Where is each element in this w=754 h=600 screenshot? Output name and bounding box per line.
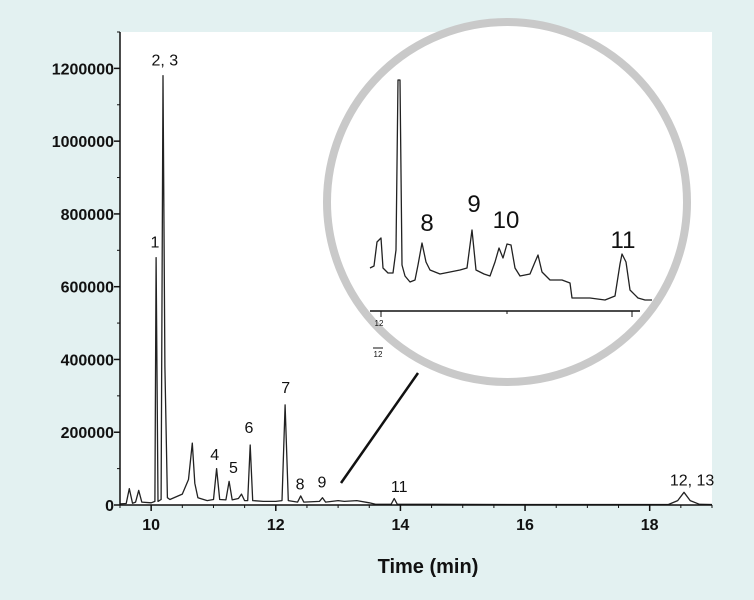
- y-tick-label: 400000: [61, 352, 114, 369]
- x-axis: 10 12 14 16 18 Time (min): [119, 504, 713, 578]
- y-tick-label: 200000: [61, 425, 114, 442]
- y-tick-label: 0: [105, 498, 114, 515]
- x-axis-title: Time (min): [378, 556, 479, 578]
- chromatogram-trace: [119, 75, 713, 506]
- inset-ring: [323, 18, 691, 386]
- peak-label: 5: [229, 460, 238, 477]
- inset-label-9: 9: [467, 191, 480, 218]
- y-tick-label: 1200000: [52, 61, 114, 78]
- peak-label: 9: [317, 474, 326, 491]
- peak-label: 4: [210, 447, 219, 464]
- peak-label: 8: [296, 476, 305, 493]
- peak-label: 7: [281, 380, 290, 397]
- inset-trace: [369, 79, 652, 301]
- inset-label-11: 11: [611, 227, 636, 254]
- y-axis: 0 200000 400000 600000 800000 1000000 1200000: [52, 31, 121, 515]
- x-tick-label: 16: [516, 517, 534, 534]
- peak-label: 6: [245, 420, 254, 437]
- x-tick-label: 12: [267, 517, 285, 534]
- inset-label-8: 8: [420, 210, 433, 237]
- inset-tick-label-12: 12: [375, 319, 384, 328]
- inset-label-10: 10: [493, 207, 520, 234]
- zoom-connector-line: [339, 372, 420, 484]
- y-tick-label: 800000: [61, 207, 114, 224]
- y-tick-label: 1000000: [52, 134, 114, 151]
- x-ticks: 10 12 14 16 18: [119, 505, 713, 534]
- peak-label: 11: [391, 479, 408, 496]
- inset-tick-label-12-lower: 12: [374, 350, 383, 359]
- y-tick-label: 600000: [61, 280, 114, 297]
- peak-label: 12, 13: [670, 473, 715, 490]
- y-ticks: 0 200000 400000 600000 800000 1000000 1200000: [52, 31, 120, 515]
- peak-label: 2, 3: [152, 52, 179, 69]
- x-tick-label: 14: [392, 517, 410, 534]
- x-tick-label: 10: [142, 517, 160, 534]
- x-tick-label: 18: [641, 517, 659, 534]
- peak-label: 1: [150, 234, 159, 251]
- zoom-inset: 12 12 8 9 10 11: [323, 18, 691, 386]
